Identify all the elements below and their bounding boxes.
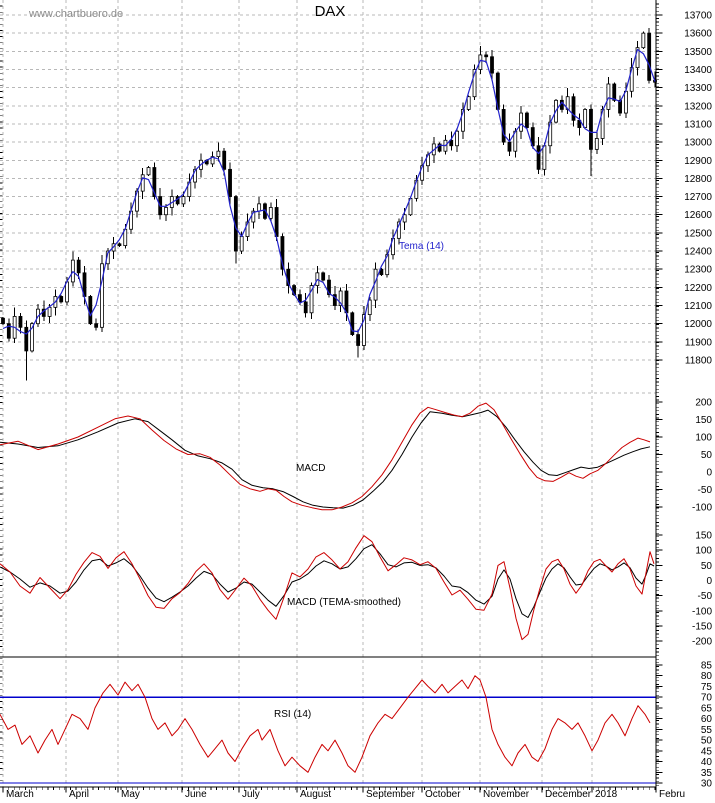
svg-text:60: 60 [701,714,713,725]
svg-text:-200: -200 [692,637,712,648]
svg-text:12800: 12800 [684,174,712,185]
svg-text:July: July [242,789,260,800]
svg-text:May: May [121,789,140,800]
svg-text:100: 100 [695,433,712,444]
svg-text:13600: 13600 [684,29,712,40]
svg-text:13400: 13400 [684,65,712,76]
svg-text:13000: 13000 [684,138,712,149]
svg-text:12600: 12600 [684,210,712,221]
tema-series-label: Tema (14) [399,241,445,252]
svg-text:November: November [483,789,530,800]
svg-text:75: 75 [701,682,713,693]
watermark: www.chartbuero.de [29,8,124,20]
svg-text:13200: 13200 [684,101,712,112]
svg-text:-100: -100 [692,606,712,617]
svg-text:85: 85 [701,660,713,671]
svg-text:100: 100 [695,546,712,557]
svg-text:August: August [300,789,331,800]
macd-panel-label: MACD [296,463,326,474]
svg-text:12200: 12200 [684,283,712,294]
svg-text:12100: 12100 [684,301,712,312]
macd-tema-panel-label: MACD (TEMA-smoothed) [287,597,401,608]
svg-text:40: 40 [701,757,713,768]
svg-text:150: 150 [695,415,712,426]
svg-text:55: 55 [701,725,713,736]
svg-text:12500: 12500 [684,228,712,239]
svg-text:0: 0 [706,468,712,479]
svg-text:50: 50 [701,450,713,461]
svg-text:12300: 12300 [684,265,712,276]
svg-text:200: 200 [695,398,712,409]
svg-text:2018: 2018 [595,789,618,800]
page-title: DAX [314,3,346,20]
svg-text:12400: 12400 [684,247,712,258]
svg-text:October: October [425,789,461,800]
svg-text:11900: 11900 [685,337,713,348]
svg-text:13700: 13700 [684,11,712,22]
svg-text:13100: 13100 [684,119,712,130]
svg-text:150: 150 [695,531,712,542]
svg-text:June: June [185,789,207,800]
rsi-panel-label: RSI (14) [274,709,312,720]
svg-text:13500: 13500 [684,47,712,58]
svg-text:13300: 13300 [684,83,712,94]
svg-text:12700: 12700 [684,192,712,203]
svg-text:45: 45 [701,746,713,757]
svg-text:March: March [6,789,34,800]
svg-text:80: 80 [701,671,713,682]
svg-text:50: 50 [701,561,713,572]
svg-text:65: 65 [701,703,713,714]
svg-text:70: 70 [701,693,713,704]
svg-text:50: 50 [701,736,713,747]
svg-text:-150: -150 [692,621,712,632]
svg-text:35: 35 [701,768,713,779]
svg-text:December: December [545,789,592,800]
svg-text:-100: -100 [692,503,712,514]
svg-text:-50: -50 [698,485,713,496]
svg-text:-50: -50 [698,591,713,602]
svg-text:0: 0 [706,576,712,587]
svg-text:September: September [366,789,416,800]
svg-text:30: 30 [701,779,713,790]
svg-text:April: April [69,789,89,800]
svg-text:12900: 12900 [684,156,712,167]
svg-text:Febru: Febru [659,789,685,800]
svg-text:11800: 11800 [685,356,713,367]
svg-text:12000: 12000 [684,319,712,330]
